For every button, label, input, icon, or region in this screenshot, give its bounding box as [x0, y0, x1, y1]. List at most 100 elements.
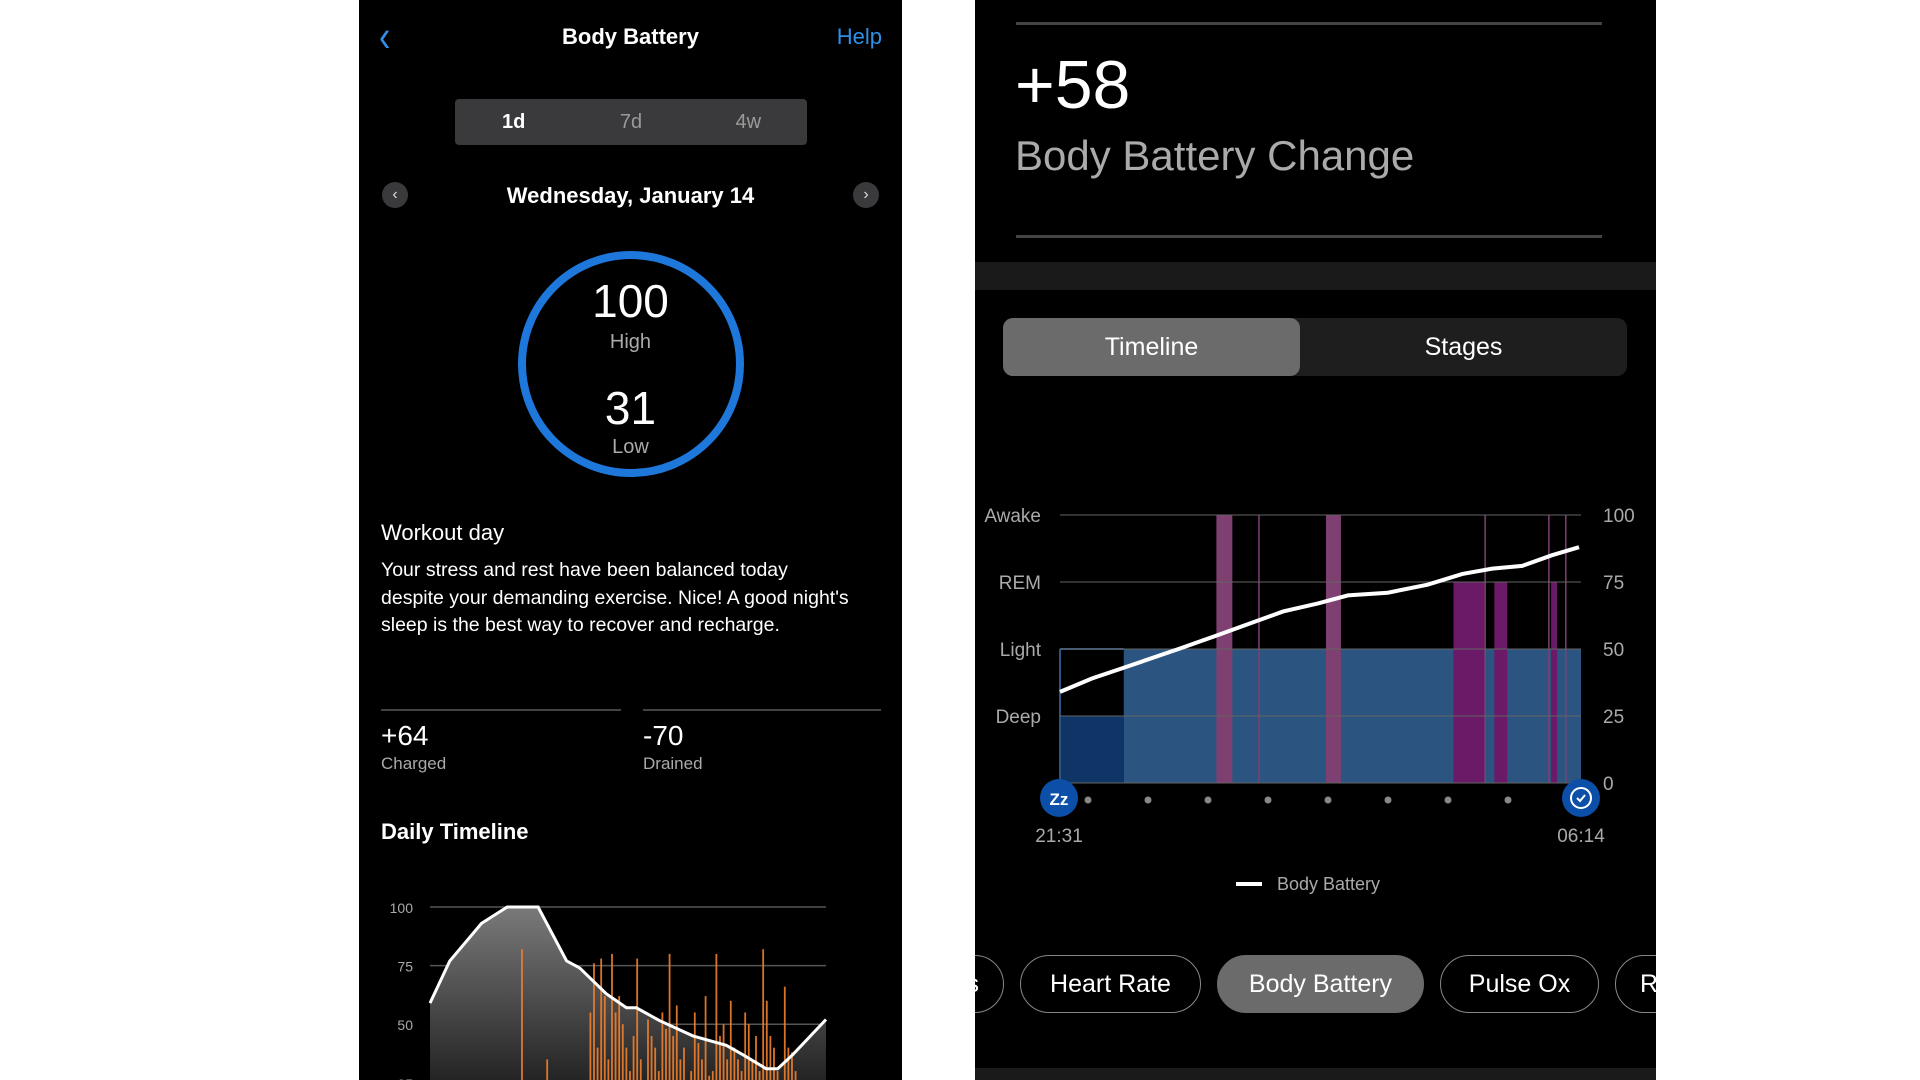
- end-time-label: 06:14: [1557, 826, 1605, 847]
- stress-bar: [611, 953, 613, 1080]
- stress-bar: [711, 1071, 714, 1080]
- y-right-tick-label: 100: [1603, 506, 1635, 527]
- sleep-start-icon: [1040, 779, 1078, 817]
- body-battery-day-screen: ‹ Body Battery Help 1d 7d 4w ‹ Wednesday…: [359, 0, 902, 1080]
- date-label: Wednesday, January 14: [506, 183, 755, 208]
- stress-bar: [783, 986, 786, 1080]
- section-title: Daily Timeline: [381, 819, 529, 844]
- stress-bar: [614, 1012, 617, 1080]
- y-right-tick-label: 25: [1603, 707, 1624, 728]
- stress-bar: [740, 1071, 743, 1080]
- stress-bar: [776, 1071, 779, 1080]
- charged-label: Charged: [381, 754, 447, 773]
- y-right-tick-label: 50: [1603, 640, 1624, 661]
- check-icon: [1576, 794, 1586, 803]
- y-tick-label: 100: [390, 900, 414, 916]
- next-day-chevron-icon[interactable]: ›: [853, 182, 879, 208]
- stress-bar: [729, 1000, 732, 1080]
- back-chevron-icon[interactable]: ‹: [379, 12, 391, 62]
- stress-bar: [657, 1071, 660, 1080]
- stress-bar: [701, 1059, 703, 1080]
- high-value: 100: [592, 275, 669, 327]
- time-dot: [1504, 796, 1512, 804]
- daily-timeline-chart: 100 75 50 25: [390, 900, 828, 1080]
- stress-bar: [697, 1042, 700, 1080]
- bottom-separator: [975, 1068, 1656, 1080]
- stress-bar: [708, 1075, 711, 1080]
- stress-bar: [632, 1035, 635, 1080]
- tab-timeline[interactable]: Timeline: [1003, 318, 1300, 376]
- stress-bar: [719, 1035, 721, 1080]
- pill-heart-rate[interactable]: Heart Rate: [1020, 955, 1201, 1013]
- legend-label: Body Battery: [1277, 874, 1380, 894]
- tab-7d[interactable]: 7d: [619, 110, 643, 133]
- pill-pulse-ox[interactable]: Pulse Ox: [1440, 955, 1599, 1013]
- body-battery-line: [1059, 545, 1580, 694]
- range-tabs: 1d 7d 4w: [455, 99, 807, 145]
- help-link[interactable]: Help: [836, 24, 882, 49]
- section-separator: [975, 262, 1656, 290]
- stress-bar: [726, 1059, 729, 1080]
- y-left-stage-label: Deep: [996, 707, 1041, 728]
- wake-alarm-icon: [1562, 779, 1600, 817]
- y-right-tick-label: 0: [1603, 774, 1614, 795]
- stress-bar: [546, 1059, 549, 1080]
- low-value: 31: [604, 382, 657, 434]
- stage-block-deep: [1060, 716, 1124, 783]
- low-label: Low: [612, 436, 649, 458]
- time-dot: [1384, 796, 1392, 804]
- time-dot: [1084, 796, 1092, 804]
- page-title: Body Battery: [562, 24, 699, 49]
- tab-1d[interactable]: 1d: [501, 110, 526, 133]
- summary-title: Workout day: [381, 520, 505, 545]
- time-dot: [1204, 796, 1212, 804]
- tab-stages[interactable]: Stages: [1424, 333, 1503, 361]
- stress-bar: [762, 949, 765, 1080]
- pill-partial-right[interactable]: R: [1615, 955, 1656, 1013]
- stress-bar: [733, 1047, 736, 1080]
- stage-block-rem: [1494, 582, 1508, 783]
- stress-bar: [690, 1071, 693, 1080]
- stress-bar: [661, 1012, 664, 1080]
- pill-body-battery[interactable]: Body Battery: [1217, 955, 1424, 1013]
- stress-bar: [625, 1047, 628, 1080]
- pill-partial-left[interactable]: s: [975, 955, 1004, 1013]
- sleep-detail-screen: +58 Body Battery Change Timeline Stages …: [975, 0, 1656, 1080]
- zz-icon: Zz: [1050, 790, 1069, 809]
- stress-bar: [665, 1028, 667, 1080]
- stage-block-rem: [1551, 582, 1558, 783]
- y-left-stage-label: Light: [1000, 640, 1042, 661]
- sleep-timeline-chart: 100 75 50 25 0 Awake REM Light Deep Zz 21:31 06:14 B…: [984, 506, 1635, 894]
- time-dot: [1324, 796, 1332, 804]
- stress-bar: [791, 1052, 793, 1080]
- stress-bar: [755, 1035, 757, 1080]
- stress-bar: [596, 1047, 599, 1080]
- stress-bar: [639, 1059, 642, 1080]
- stress-bar: [593, 963, 595, 1080]
- tab-4w[interactable]: 4w: [735, 110, 762, 133]
- stress-bar: [629, 1071, 631, 1080]
- stress-bar: [603, 996, 606, 1080]
- divider: [1016, 22, 1602, 25]
- stress-bar: [744, 1012, 747, 1080]
- stress-bar: [787, 1047, 790, 1080]
- stress-bar: [521, 949, 523, 1080]
- stress-bar: [722, 1024, 725, 1080]
- time-dot: [1264, 796, 1272, 804]
- previous-day-chevron-icon[interactable]: ‹: [382, 182, 408, 208]
- body-battery-line: [428, 905, 828, 1071]
- stress-bar: [758, 1071, 761, 1080]
- stress-bar: [618, 996, 621, 1080]
- stress-bar: [715, 953, 718, 1080]
- drained-label: Drained: [643, 754, 703, 773]
- stress-bar: [607, 1059, 610, 1080]
- y-tick-label: 75: [397, 959, 413, 975]
- y-tick-label: 25: [397, 1076, 413, 1080]
- y-left-stage-label: Awake: [984, 506, 1041, 527]
- stress-bar: [737, 1059, 739, 1080]
- change-value: +58: [1015, 47, 1131, 123]
- summary-text: Your stress and rest have been balanced …: [381, 559, 849, 636]
- stress-bar: [765, 1000, 768, 1080]
- stress-bar: [675, 1005, 678, 1080]
- stress-bar: [769, 1035, 772, 1080]
